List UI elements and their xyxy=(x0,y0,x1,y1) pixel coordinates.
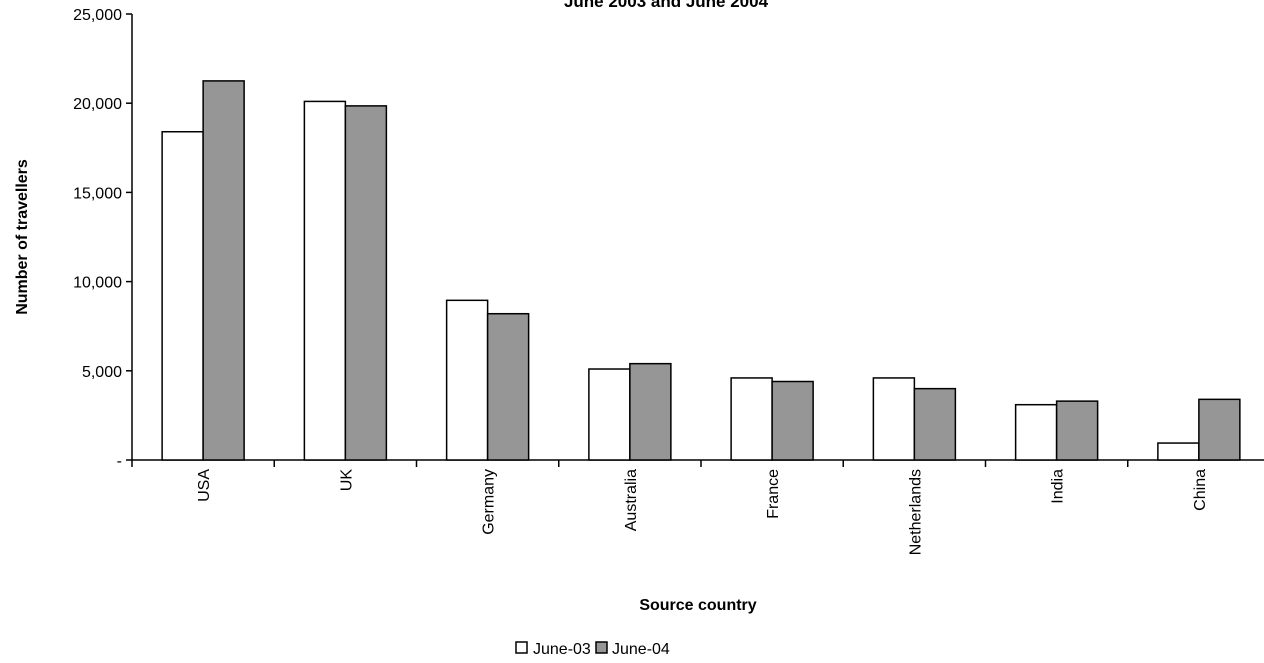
x-tick-labels: USA UK Germany Australia France Netherlands In… xyxy=(196,469,1209,556)
x-tick-label: UK xyxy=(338,469,355,492)
bar-june-04-usa xyxy=(202,80,245,461)
y-axis-title: Number of travellers xyxy=(14,159,31,315)
bar-june-03-germany xyxy=(445,299,489,461)
x-tick-label: India xyxy=(1050,469,1067,504)
y-axis: - 5,000 10,000 15,000 20,000 25,000 xyxy=(73,7,133,470)
bar-june-03-australia xyxy=(588,368,631,461)
y-tick-label: 20,000 xyxy=(73,96,122,113)
bar-june-04-france xyxy=(771,380,814,461)
y-tick-label: 10,000 xyxy=(73,275,122,292)
bar-june-03-uk xyxy=(303,100,347,461)
bar-june-03-netherlands xyxy=(872,377,916,461)
bar-june-03-india xyxy=(1014,403,1058,461)
x-tick-label: Germany xyxy=(481,469,498,535)
bar-june-03-usa xyxy=(161,130,204,461)
bar-june-04-india xyxy=(1055,400,1099,461)
legend-swatch-june-04 xyxy=(595,641,608,654)
bar-june-04-uk xyxy=(344,105,388,461)
y-tick-label: - xyxy=(117,453,122,470)
chart-title: June 2003 and June 2004 xyxy=(564,0,769,11)
x-axis-title: Source country xyxy=(639,597,756,614)
legend-label-june-03: June-03 xyxy=(533,641,591,658)
bar-june-04-netherlands xyxy=(913,387,957,461)
bar-june-03-china xyxy=(1157,442,1200,461)
x-axis xyxy=(131,459,1264,467)
bar-june-04-china xyxy=(1198,398,1241,461)
x-tick-label: China xyxy=(1192,469,1209,511)
bars xyxy=(161,80,1241,461)
x-tick-label: Australia xyxy=(623,469,640,531)
bar-june-03-france xyxy=(730,377,773,461)
bar-june-04-australia xyxy=(629,362,672,461)
y-tick-label: 5,000 xyxy=(82,364,122,381)
legend-label-june-04: June-04 xyxy=(612,641,670,658)
x-tick-label: France xyxy=(765,469,782,519)
bar-june-04-germany xyxy=(486,312,530,461)
y-tick-label: 15,000 xyxy=(73,185,122,202)
x-tick-label: Netherlands xyxy=(907,469,924,555)
legend-swatch-june-03 xyxy=(515,641,528,654)
x-tick-label: USA xyxy=(196,469,213,502)
y-tick-label: 25,000 xyxy=(73,7,122,24)
legend: June-03 June-04 xyxy=(515,641,670,658)
